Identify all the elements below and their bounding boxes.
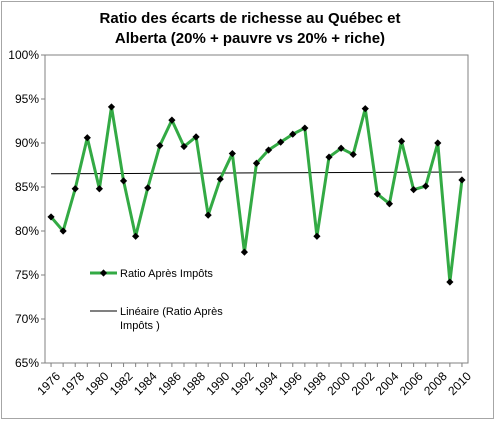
data-point [132,232,140,240]
x-tick-label: 2010 [445,369,474,398]
data-point [252,159,261,167]
plot-area [44,54,469,364]
data-point [361,105,369,113]
data-point [373,190,381,198]
x-tick-label: 1986 [155,369,184,398]
data-point [301,124,309,132]
x-tick-label: 1984 [131,369,160,398]
y-tick-label: 65% [15,356,39,370]
data-point [446,278,454,286]
series-layer [47,103,466,286]
x-tick-label: 1996 [276,369,305,398]
x-tick-label: 2000 [324,369,353,398]
x-tick-label: 1994 [252,369,281,398]
data-point [410,186,418,194]
y-tick-label: 85% [15,180,39,194]
data-point [240,248,249,256]
x-tick-label: 1978 [58,369,87,398]
y-tick-label: 70% [15,312,39,326]
data-point [59,227,67,235]
y-tick-label: 80% [15,224,39,238]
data-point [168,116,176,124]
data-point [119,177,128,185]
data-point [180,142,188,151]
y-tick-label: 90% [15,136,39,150]
x-tick-label: 1998 [300,369,329,398]
x-tick-label: 1990 [204,369,233,398]
data-point [83,134,91,142]
x-tick-label: 1992 [228,369,257,398]
data-point [337,144,345,152]
data-point [434,139,442,147]
data-point [458,176,466,184]
data-point [71,185,79,193]
legend-label-trend-line-2: Impôts ) [120,320,160,332]
legend: Ratio Après Impôts Linéaire (Ratio Après… [90,268,223,332]
data-point [144,184,152,192]
series-line-ratio [49,105,464,284]
x-tick-label: 2006 [397,369,426,398]
chart-title-line-1: Ratio des écarts de richesse au Québec e… [99,10,401,27]
legend-label-trend-line-1: Linéaire (Ratio Après [120,306,223,318]
data-point [313,232,321,240]
data-point [397,137,406,145]
data-point [204,211,212,219]
chart-title: Ratio des écarts de richesse au Québec e… [30,9,470,49]
chart-title-line-2: Alberta (20% + pauvre vs 20% + riche) [114,30,386,47]
legend-label-ratio: Ratio Après Impôts [120,268,213,280]
plot-border [44,54,469,364]
data-point [289,130,297,138]
x-tick-label: 1980 [83,369,112,398]
y-tick-label: 75% [15,268,39,282]
x-tick-label: 1982 [107,369,136,398]
data-point [107,103,116,111]
x-tick-label: 2004 [373,369,402,398]
x-tick-label: 2002 [349,369,378,398]
data-point [325,153,333,161]
x-tick-label: 2008 [421,369,450,398]
data-point [349,150,357,159]
data-point [385,200,394,208]
data-point [156,142,164,150]
data-point [47,213,55,221]
data-point [95,185,103,193]
data-point [422,182,430,190]
data-point [277,138,285,146]
data-point [216,175,224,183]
data-point [264,146,273,154]
legend-swatch-ratio-marker [99,269,108,277]
y-tick-label: 100% [8,48,39,62]
data-point [192,133,200,141]
data-point [228,149,236,158]
x-tick-label: 1976 [34,369,63,398]
y-tick-label: 95% [15,92,39,106]
x-tick-label: 1988 [179,369,208,398]
